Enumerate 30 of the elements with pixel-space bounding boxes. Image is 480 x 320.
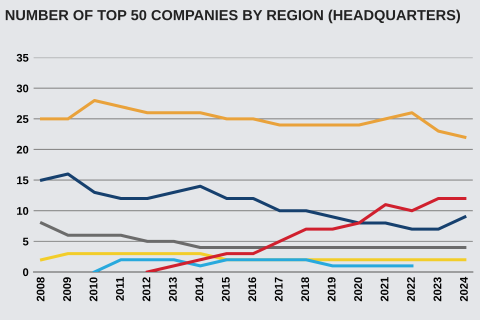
line-series [146,196,466,272]
x-tick-label: 2020 [354,277,362,302]
x-tick-label: 2012 [142,277,150,302]
chart-title: NUMBER OF TOP 50 COMPANIES BY REGION (HEADQUARTERS) [6,10,460,24]
x-tick-label: 2010 [90,277,98,302]
y-tick-label: 30 [16,84,28,92]
line-series [40,98,466,139]
x-tick-label: 2011 [116,277,124,301]
y-tick-label: 0 [23,268,28,276]
x-tick-label: 2021 [380,277,388,302]
x-tick-label: 2016 [248,277,256,302]
x-tick-label: 2022 [407,277,415,302]
y-tick-label: 5 [22,238,28,246]
y-tick-label: 25 [16,115,28,123]
x-tick-label: 2024 [460,276,468,302]
x-tick-label: 2018 [301,277,310,302]
y-tick-label: 10 [17,207,28,215]
line-series [40,221,466,250]
y-tick-label: 35 [16,54,28,62]
x-tick-label: 2008 [36,277,45,302]
y-tick-label: 15 [17,176,28,184]
x-tick-label: 2014 [195,276,204,302]
x-tick-label: 2013 [168,277,177,302]
x-tick-label: 2015 [222,277,230,302]
x-tick-label: 2009 [63,277,71,302]
x-tick-label: 2023 [434,277,442,302]
y-tick-label: 20 [16,146,28,154]
x-tick-label: 2019 [328,277,336,302]
x-tick-label: 2017 [274,277,283,302]
line-series [40,172,466,231]
